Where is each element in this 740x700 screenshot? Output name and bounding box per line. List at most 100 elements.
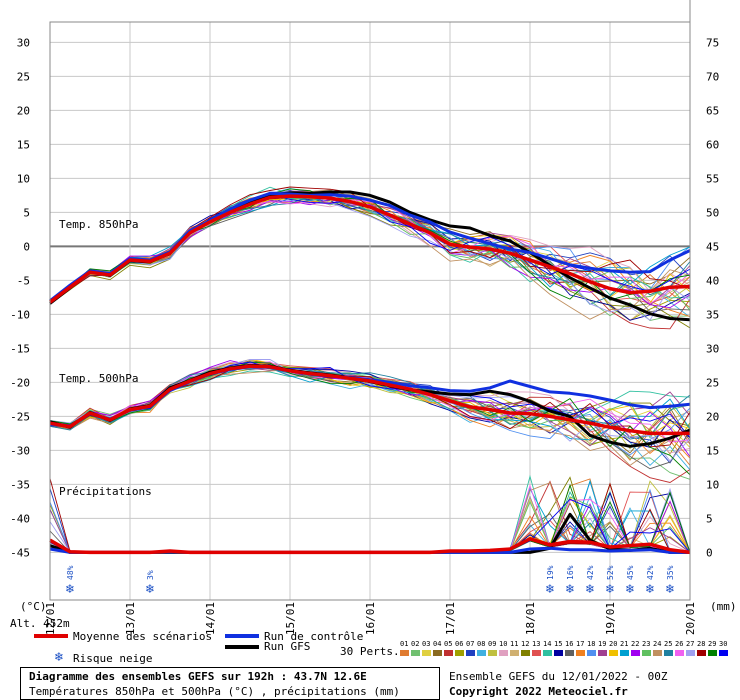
pert-number-label: 07	[466, 640, 475, 648]
pert-number-label: 17	[576, 640, 585, 648]
title-box: Diagramme des ensembles GEFS sur 192h : …	[20, 667, 440, 700]
pert-color-swatch	[653, 650, 662, 656]
pert-color-swatch	[411, 650, 420, 656]
pert-color-swatch	[598, 650, 607, 656]
snowflake-icon: ❄	[665, 582, 675, 596]
y-left-tick-label: -35	[10, 478, 30, 491]
pert-color-swatch	[455, 650, 464, 656]
y-left-tick-label: 10	[17, 172, 30, 185]
pert-color-swatch	[466, 650, 475, 656]
y-left-tick-label: 15	[17, 138, 30, 151]
pert-color-swatch	[400, 650, 409, 656]
y-right-tick-label: 20	[706, 410, 719, 423]
pert-number-label: 20	[609, 640, 618, 648]
pert-color-swatch	[719, 650, 728, 656]
snowflake-icon: ❄	[65, 582, 75, 596]
legend-control-line	[225, 634, 259, 638]
pert-color-swatch	[576, 650, 585, 656]
snow-risk-percent: 35%	[666, 565, 675, 580]
snow-risk-percent: 45%	[626, 565, 635, 580]
snow-risk-percent: 42%	[586, 565, 595, 580]
y-right-tick-label: 5	[706, 512, 713, 525]
legend-snow-label: Risque neige	[73, 652, 153, 665]
pert-number-label: 16	[565, 640, 574, 648]
t500-label: Temp. 500hPa	[59, 372, 138, 385]
precip-label: Précipitations	[59, 485, 152, 498]
pert-color-swatch	[499, 650, 508, 656]
pert-color-swatch	[609, 650, 618, 656]
right-axis-unit: (mm)	[710, 600, 737, 613]
annotations: Temp. 850hPa Temp. 500hPa Précipitations…	[10, 218, 737, 630]
legend-gfs-label: Run GFS	[264, 640, 311, 653]
t850-label: Temp. 850hPa	[59, 218, 138, 231]
y-left-tick-label: -30	[10, 444, 30, 457]
pert-color-swatch	[543, 650, 552, 656]
y-left-tick-label: 5	[23, 206, 30, 219]
y-left-tick-label: -20	[10, 376, 30, 389]
pert-number-label: 26	[675, 640, 684, 648]
y-right-tick-label: 50	[706, 206, 719, 219]
y-right-tick-label: 75	[706, 36, 719, 49]
pert-color-swatch	[488, 650, 497, 656]
pert-number-label: 01	[400, 640, 409, 648]
legend-mean-label: Moyenne des scénarios	[73, 630, 213, 643]
pert-number-label: 13	[532, 640, 541, 648]
pert-color-swatch	[620, 650, 629, 656]
pert-number-label: 22	[631, 640, 640, 648]
x-tick-label: 13/01	[124, 602, 137, 635]
y-right-tick-label: 60	[706, 138, 719, 151]
snow-risk-percent: 42%	[646, 565, 655, 580]
pert-number-label: 24	[653, 640, 662, 648]
x-tick-label: 12/01	[44, 602, 57, 635]
pert-color-swatch	[422, 650, 431, 656]
y-right-tick-label: 10	[706, 478, 719, 491]
pert-color-swatch	[521, 650, 530, 656]
pert-color-swatch	[444, 650, 453, 656]
copyright: Copyright 2022 Meteociel.fr	[449, 685, 628, 698]
y-right-tick-label: 45	[706, 240, 719, 253]
snowflake-icon: ❄	[605, 582, 615, 596]
pert-number-label: 25	[664, 640, 673, 648]
snowflake-icon: ❄	[585, 582, 595, 596]
legend-control-label: Run de contrôle	[264, 630, 364, 643]
pert-number-label: 28	[697, 640, 706, 648]
chart-subtitle: Températures 850hPa et 500hPa (°C) , pré…	[29, 685, 400, 698]
pert-number-label: 04	[433, 640, 442, 648]
pert-number-label: 08	[477, 640, 486, 648]
pert-number-label: 27	[686, 640, 695, 648]
snowflake-icon: ❄	[625, 582, 635, 596]
y-right-tick-label: 55	[706, 172, 719, 185]
pert-color-swatch	[433, 650, 442, 656]
pert-number-label: 19	[598, 640, 607, 648]
pert-number-label: 12	[521, 640, 530, 648]
y-left-tick-label: 0	[23, 240, 30, 253]
pert-number-label: 29	[708, 640, 717, 648]
y-right-tick-label: 70	[706, 70, 719, 83]
y-right-tick-label: 25	[706, 376, 719, 389]
snow-risk-percent: 3%	[146, 570, 155, 580]
y-left-tick-label: -5	[17, 274, 30, 287]
y-left-tick-label: -10	[10, 308, 30, 321]
pert-color-swatch	[686, 650, 695, 656]
x-tick-label: 14/01	[204, 602, 217, 635]
pert-number-label: 10	[499, 640, 508, 648]
legend-mean-line	[34, 634, 68, 638]
pert-number-label: 30	[719, 640, 728, 648]
pert-number-label: 11	[510, 640, 519, 648]
perts-label: 30 Perts.	[340, 645, 400, 658]
pert-number-label: 18	[587, 640, 596, 648]
pert-number-label: 15	[554, 640, 563, 648]
moyenne-des-sc-narios-t500-line	[49, 364, 690, 436]
y-right-tick-label: 0	[706, 546, 713, 559]
left-axis-unit: (°C)	[20, 600, 47, 613]
snowflake-icon: ❄	[645, 582, 655, 596]
pert-number-label: 06	[455, 640, 464, 648]
y-left-tick-label: -25	[10, 410, 30, 423]
axes: 302520151050-5-10-15-20-25-30-35-40-4575…	[10, 0, 719, 635]
main-series-lines	[48, 190, 691, 555]
x-tick-label: 19/01	[604, 602, 617, 635]
x-tick-label: 15/01	[284, 602, 297, 635]
y-left-tick-label: -15	[10, 342, 30, 355]
y-right-tick-label: 30	[706, 342, 719, 355]
pert-number-label: 23	[642, 640, 651, 648]
